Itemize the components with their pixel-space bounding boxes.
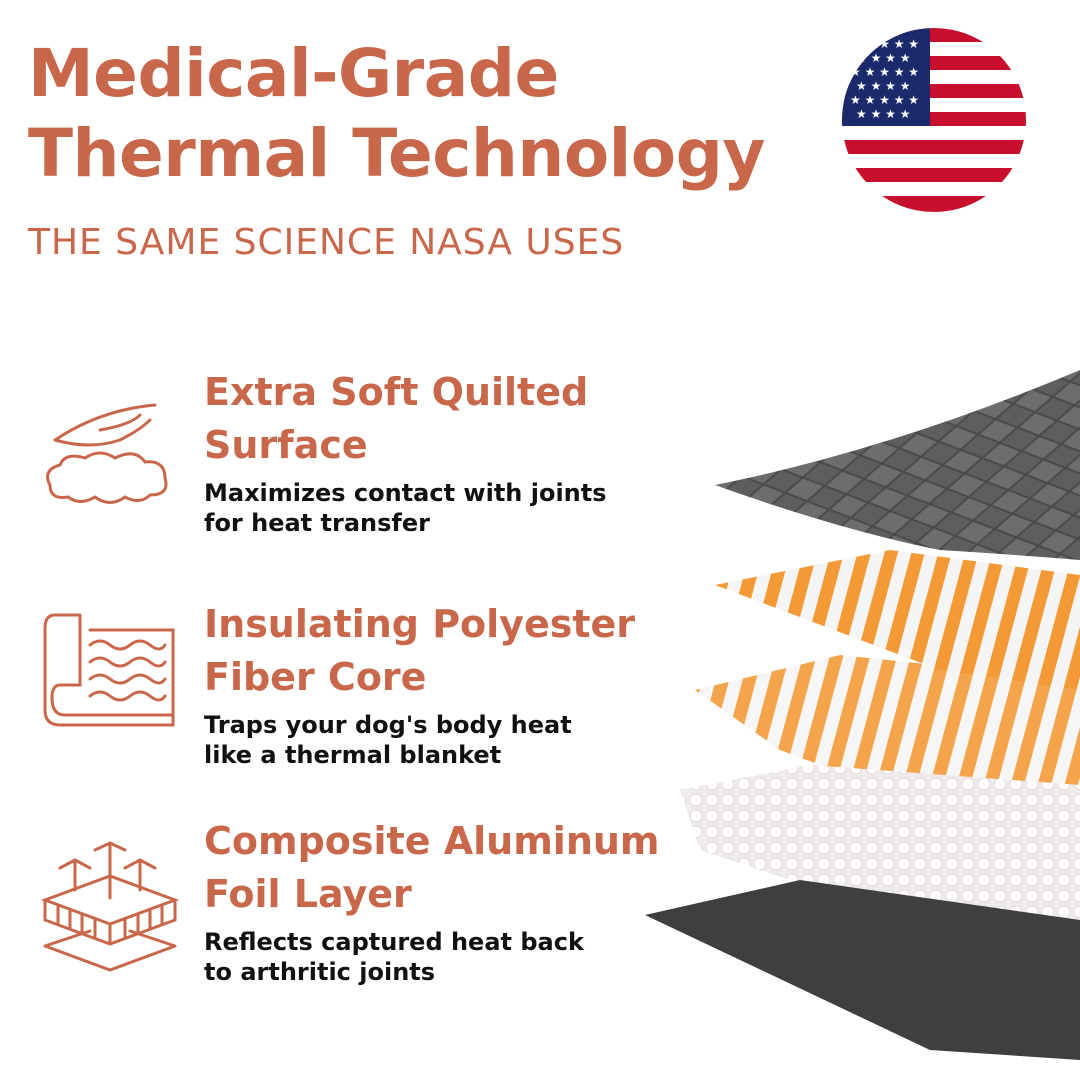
subtitle: THE SAME SCIENCE NASA USES <box>28 222 625 263</box>
svg-text:★ ★ ★ ★: ★ ★ ★ ★ <box>856 79 910 93</box>
feature-foil-layer: Composite Aluminum Foil Layer Reflects ca… <box>204 815 684 987</box>
svg-text:★ ★ ★ ★ ★: ★ ★ ★ ★ ★ <box>850 37 919 51</box>
feature-quilted-surface: Extra Soft Quilted Surface Maximizes cont… <box>204 366 684 538</box>
page-title: Medical-Grade Thermal Technology <box>28 34 765 194</box>
svg-text:★ ★ ★ ★ ★: ★ ★ ★ ★ ★ <box>850 65 919 79</box>
feature-fiber-core: Insulating Polyester Fiber Core Traps you… <box>204 598 684 770</box>
layered-heat-icon <box>40 841 180 972</box>
title-line-2: Thermal Technology <box>28 115 765 192</box>
feather-cloud-icon <box>46 403 168 504</box>
feature-description: Maximizes contact with joints for heat tr… <box>204 479 607 537</box>
mattress-layers-image <box>645 370 1080 1060</box>
feature-description: Traps your dog's body heat like a thermal… <box>204 711 572 769</box>
svg-text:★ ★ ★ ★: ★ ★ ★ ★ <box>856 107 910 121</box>
svg-text:★ ★ ★ ★ ★: ★ ★ ★ ★ ★ <box>850 93 919 107</box>
feature-title: Composite Aluminum Foil Layer <box>204 819 660 916</box>
svg-text:★ ★ ★ ★: ★ ★ ★ ★ <box>856 51 910 65</box>
feature-title: Insulating Polyester Fiber Core <box>204 602 636 699</box>
us-flag-icon: ★ ★ ★ ★ ★★ ★ ★ ★★ ★ ★ ★ ★★ ★ ★ ★★ ★ ★ ★ … <box>842 28 1026 212</box>
feature-title: Extra Soft Quilted Surface <box>204 370 589 467</box>
blanket-waves-icon <box>43 613 175 727</box>
title-line-1: Medical-Grade <box>28 35 559 112</box>
feature-description: Reflects captured heat back to arthritic … <box>204 928 584 986</box>
